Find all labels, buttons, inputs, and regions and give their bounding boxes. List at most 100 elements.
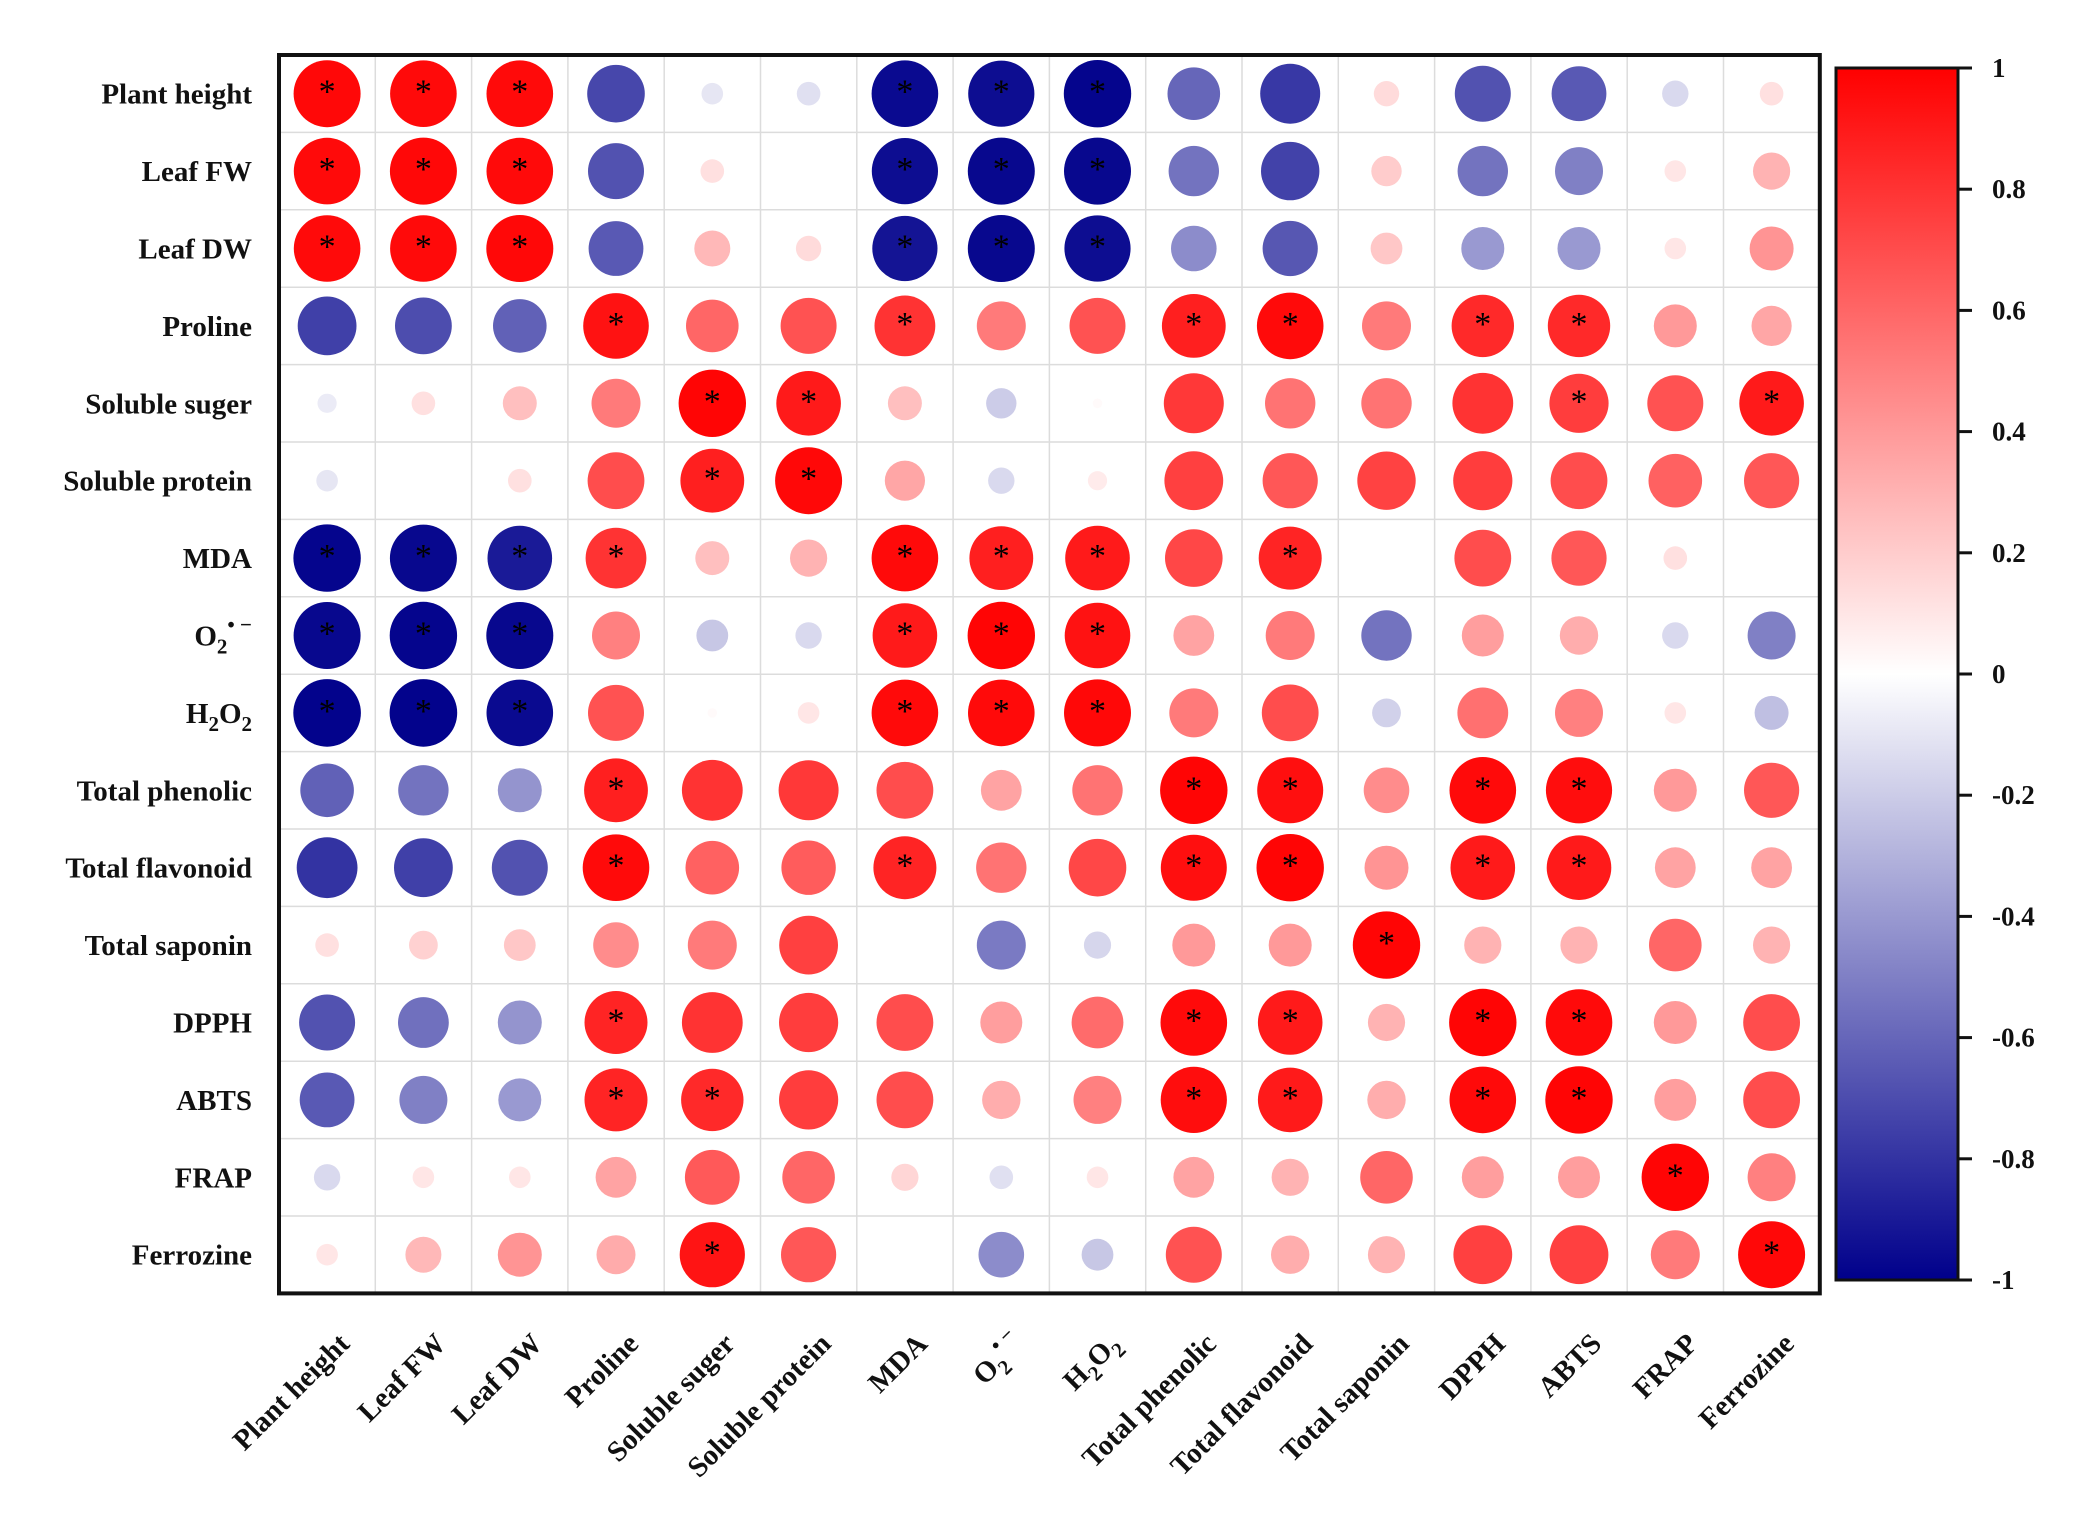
correlation-circle (487, 525, 553, 591)
correlation-circle (584, 758, 648, 823)
significance-star: * (511, 74, 528, 111)
significance-star: * (1763, 383, 1780, 420)
correlation-circle (588, 143, 644, 200)
correlation-circle (1653, 768, 1697, 812)
row-label: O2• − (194, 613, 252, 659)
column-label: FRAP (1627, 1328, 1704, 1405)
colorbar-tick-label: -1 (1992, 1265, 2015, 1295)
correlation-circle (795, 235, 822, 262)
correlation-circle (884, 460, 926, 501)
significance-star: * (1185, 1080, 1202, 1117)
correlation-circle (1454, 65, 1511, 122)
correlation-circle (871, 524, 939, 592)
significance-star: * (1185, 1003, 1202, 1040)
correlation-circle (1261, 684, 1319, 742)
correlation-circle (585, 527, 647, 589)
correlation-circle (976, 301, 1026, 351)
correlation-circle (316, 1243, 338, 1266)
correlation-circle (980, 769, 1022, 811)
correlation-circle (1257, 1067, 1323, 1133)
significance-star: * (608, 1003, 625, 1040)
significance-star: * (511, 151, 528, 188)
correlation-circle (1751, 847, 1792, 889)
correlation-circle (873, 836, 937, 900)
correlation-circle (967, 137, 1035, 205)
correlation-circle (595, 1156, 637, 1198)
correlation-circle (1361, 610, 1412, 661)
correlation-circle (389, 137, 457, 205)
correlation-circle (872, 215, 938, 282)
correlation-circle (779, 915, 838, 975)
row-label: ABTS (176, 1085, 252, 1117)
column-label: Ferrozine (1693, 1328, 1801, 1436)
correlation-circle (299, 1072, 355, 1128)
correlation-circle (1549, 1225, 1609, 1285)
row-label: Soluble protein (63, 466, 252, 498)
significance-star: * (1089, 538, 1106, 575)
correlation-circle (1464, 926, 1502, 964)
correlation-circle (588, 684, 644, 741)
significance-star: * (896, 538, 913, 575)
row-label: FRAP (175, 1162, 252, 1194)
correlation-circle (1450, 835, 1516, 900)
correlation-circle (1064, 137, 1131, 205)
correlation-circle (1092, 398, 1103, 409)
correlation-circle (582, 834, 650, 901)
correlation-circle (1361, 378, 1412, 429)
correlation-circle (1550, 452, 1608, 510)
correlation-circle (394, 838, 453, 898)
significance-star: * (1474, 1080, 1491, 1117)
correlation-circle (486, 60, 554, 128)
correlation-circle (1373, 81, 1400, 107)
colorbar-gradient (1834, 66, 1960, 1282)
correlation-circle (1461, 227, 1505, 270)
significance-star: * (1763, 1235, 1780, 1272)
significance-star: * (704, 1235, 721, 1272)
correlation-circle (680, 448, 745, 513)
correlation-circle (1360, 1151, 1413, 1204)
row-label: Total saponin (85, 930, 252, 962)
correlation-circle (1663, 546, 1688, 570)
row-label: H2O2 (186, 698, 252, 736)
correlation-circle (1071, 996, 1124, 1049)
significance-star: * (1089, 229, 1106, 266)
correlation-circle (876, 1071, 934, 1129)
correlation-circle (1260, 63, 1321, 124)
correlation-circle (587, 452, 645, 510)
correlation-circle (1545, 989, 1613, 1056)
significance-star: * (1474, 306, 1491, 343)
significance-star: * (1089, 693, 1106, 730)
correlation-circle (1457, 687, 1509, 739)
significance-star: * (1571, 1003, 1588, 1040)
correlation-circle (695, 541, 730, 576)
correlation-circle (1068, 838, 1127, 897)
correlation-circle (681, 1068, 744, 1132)
significance-star: * (511, 229, 528, 266)
significance-star: * (1571, 306, 1588, 343)
correlation-circle (1165, 1226, 1222, 1283)
correlation-circle (872, 603, 938, 668)
correlation-circle (584, 991, 648, 1054)
correlation-circle (1165, 529, 1223, 587)
correlation-circle (1551, 66, 1607, 122)
correlation-circle (707, 708, 718, 718)
correlation-circle (293, 602, 361, 669)
row-label: Leaf FW (142, 156, 252, 188)
correlation-circle (588, 221, 644, 276)
significance-star: * (896, 151, 913, 188)
correlation-circle (1367, 1080, 1406, 1120)
correlation-circle (1073, 1075, 1122, 1124)
significance-markers: * * * * * * * * * * * * * * * * * * * * * * * * * * * * * * * * * * * * * * * *… (319, 74, 1780, 1272)
correlation-circle (313, 1164, 341, 1191)
correlation-circle (503, 929, 536, 961)
column-label: Plant height (227, 1327, 356, 1456)
correlation-circle (1271, 1235, 1310, 1274)
correlation-circle (701, 82, 724, 105)
correlation-circle (1739, 371, 1804, 436)
column-label: Leaf DW (446, 1328, 549, 1431)
significance-star: * (415, 538, 432, 575)
colorbar-tick-label: -0.2 (1992, 780, 2035, 810)
correlation-circle (409, 930, 438, 960)
correlation-circle (1545, 1066, 1613, 1134)
correlation-circle (1653, 1001, 1697, 1044)
